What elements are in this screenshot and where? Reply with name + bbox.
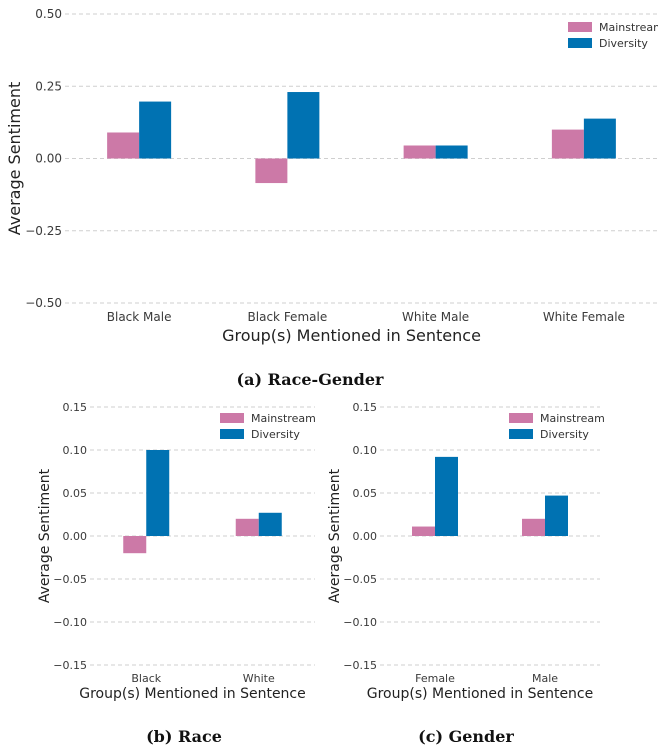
gender-y-tick-label: 0.10: [353, 444, 378, 457]
race-bar-mainstream: [235, 518, 259, 536]
race-gender-y-tick-label: 0.50: [35, 7, 62, 21]
race-gender-bar-mainstream: [107, 132, 140, 159]
race-gender-x-tick-label: Black Male: [107, 310, 172, 324]
gender-x-tick-label: Male: [532, 672, 558, 685]
chart-race: 0.15 0.10 0.05 0.00 −0.05 −0.10 −0.15 Black Whit…: [37, 401, 316, 702]
gender-bar-mainstream: [522, 518, 545, 536]
race-gender-y-tick-label: 0.25: [35, 79, 62, 93]
gender-bar-diversity: [435, 456, 458, 536]
race-legend-label-mainstream: Mainstream: [251, 412, 316, 425]
gender-y-tick-label: 0.15: [353, 401, 378, 414]
race-gender-legend-swatch-mainstream: [568, 22, 592, 32]
gender-y-tick-label: 0.00: [353, 530, 378, 543]
gender-bar-mainstream: [412, 526, 435, 536]
race-gender-legend-label-diversity: Diversity: [599, 37, 648, 50]
race-bar-mainstream: [123, 536, 147, 554]
race-gender-y-tick-label: −0.50: [25, 296, 62, 310]
caption-race: (b) Race: [146, 727, 222, 746]
race-gender-legend-label-mainstream: Mainstream: [599, 21, 658, 34]
gender-y-tick-label: −0.10: [343, 616, 377, 629]
gender-y-axis-title: Average Sentiment: [327, 468, 343, 603]
race-gender-bar-mainstream: [551, 129, 584, 159]
race-bar-diversity: [258, 512, 282, 536]
race-gender-x-tick-label: White Male: [402, 310, 469, 324]
race-gender-x-tick-label: Black Female: [248, 310, 328, 324]
race-y-tick-label: −0.05: [53, 573, 87, 586]
gender-legend-label-diversity: Diversity: [540, 428, 589, 441]
race-bar-diversity: [146, 450, 170, 536]
race-x-axis-title: Group(s) Mentioned in Sentence: [79, 686, 306, 702]
gender-y-tick-label: −0.15: [343, 659, 377, 672]
gender-x-axis-title: Group(s) Mentioned in Sentence: [367, 686, 594, 702]
race-gender-legend-swatch-diversity: [568, 38, 592, 48]
race-gender-y-axis-title: Average Sentiment: [5, 82, 24, 236]
race-y-axis-title: Average Sentiment: [37, 468, 53, 603]
race-gender-bar-mainstream: [403, 145, 436, 159]
race-gender-x-axis-title: Group(s) Mentioned in Sentence: [222, 326, 481, 345]
race-y-tick-label: 0.10: [63, 444, 88, 457]
gender-legend-swatch-mainstream: [509, 413, 533, 423]
race-legend-swatch-diversity: [220, 429, 244, 439]
gender-y-tick-label: 0.05: [353, 487, 378, 500]
gender-legend-swatch-diversity: [509, 429, 533, 439]
race-y-tick-label: −0.15: [53, 659, 87, 672]
race-gender-y-tick-label: 0.00: [35, 152, 62, 166]
race-x-tick-label: Black: [131, 672, 161, 685]
race-legend-swatch-mainstream: [220, 413, 244, 423]
race-y-tick-label: 0.00: [63, 530, 88, 543]
race-y-tick-label: 0.15: [63, 401, 88, 414]
race-y-tick-label: 0.05: [63, 487, 88, 500]
caption-gender: (c) Gender: [418, 727, 514, 746]
chart-gender: 0.15 0.10 0.05 0.00 −0.05 −0.10 −0.15 Female Mal…: [327, 401, 605, 702]
race-gender-bar-mainstream: [255, 158, 288, 184]
race-gender-bar-diversity: [435, 145, 468, 159]
gender-legend-label-mainstream: Mainstream: [540, 412, 605, 425]
race-x-tick-label: White: [243, 672, 275, 685]
race-gender-x-tick-label: White Female: [543, 310, 625, 324]
race-gender-bar-diversity: [583, 118, 616, 159]
race-gender-y-tick-label: −0.25: [25, 224, 62, 238]
gender-y-tick-label: −0.05: [343, 573, 377, 586]
race-gender-bar-diversity: [139, 101, 172, 159]
race-legend-label-diversity: Diversity: [251, 428, 300, 441]
race-gender-bar-diversity: [287, 92, 320, 159]
chart-race-gender: 0.50 0.25 0.00 −0.25 −0.50 Black Male Black Fe…: [5, 7, 658, 345]
gender-x-tick-label: Female: [415, 672, 455, 685]
caption-race-gender: (a) Race-Gender: [237, 370, 385, 389]
race-y-tick-label: −0.10: [53, 616, 87, 629]
gender-bar-diversity: [545, 495, 568, 536]
